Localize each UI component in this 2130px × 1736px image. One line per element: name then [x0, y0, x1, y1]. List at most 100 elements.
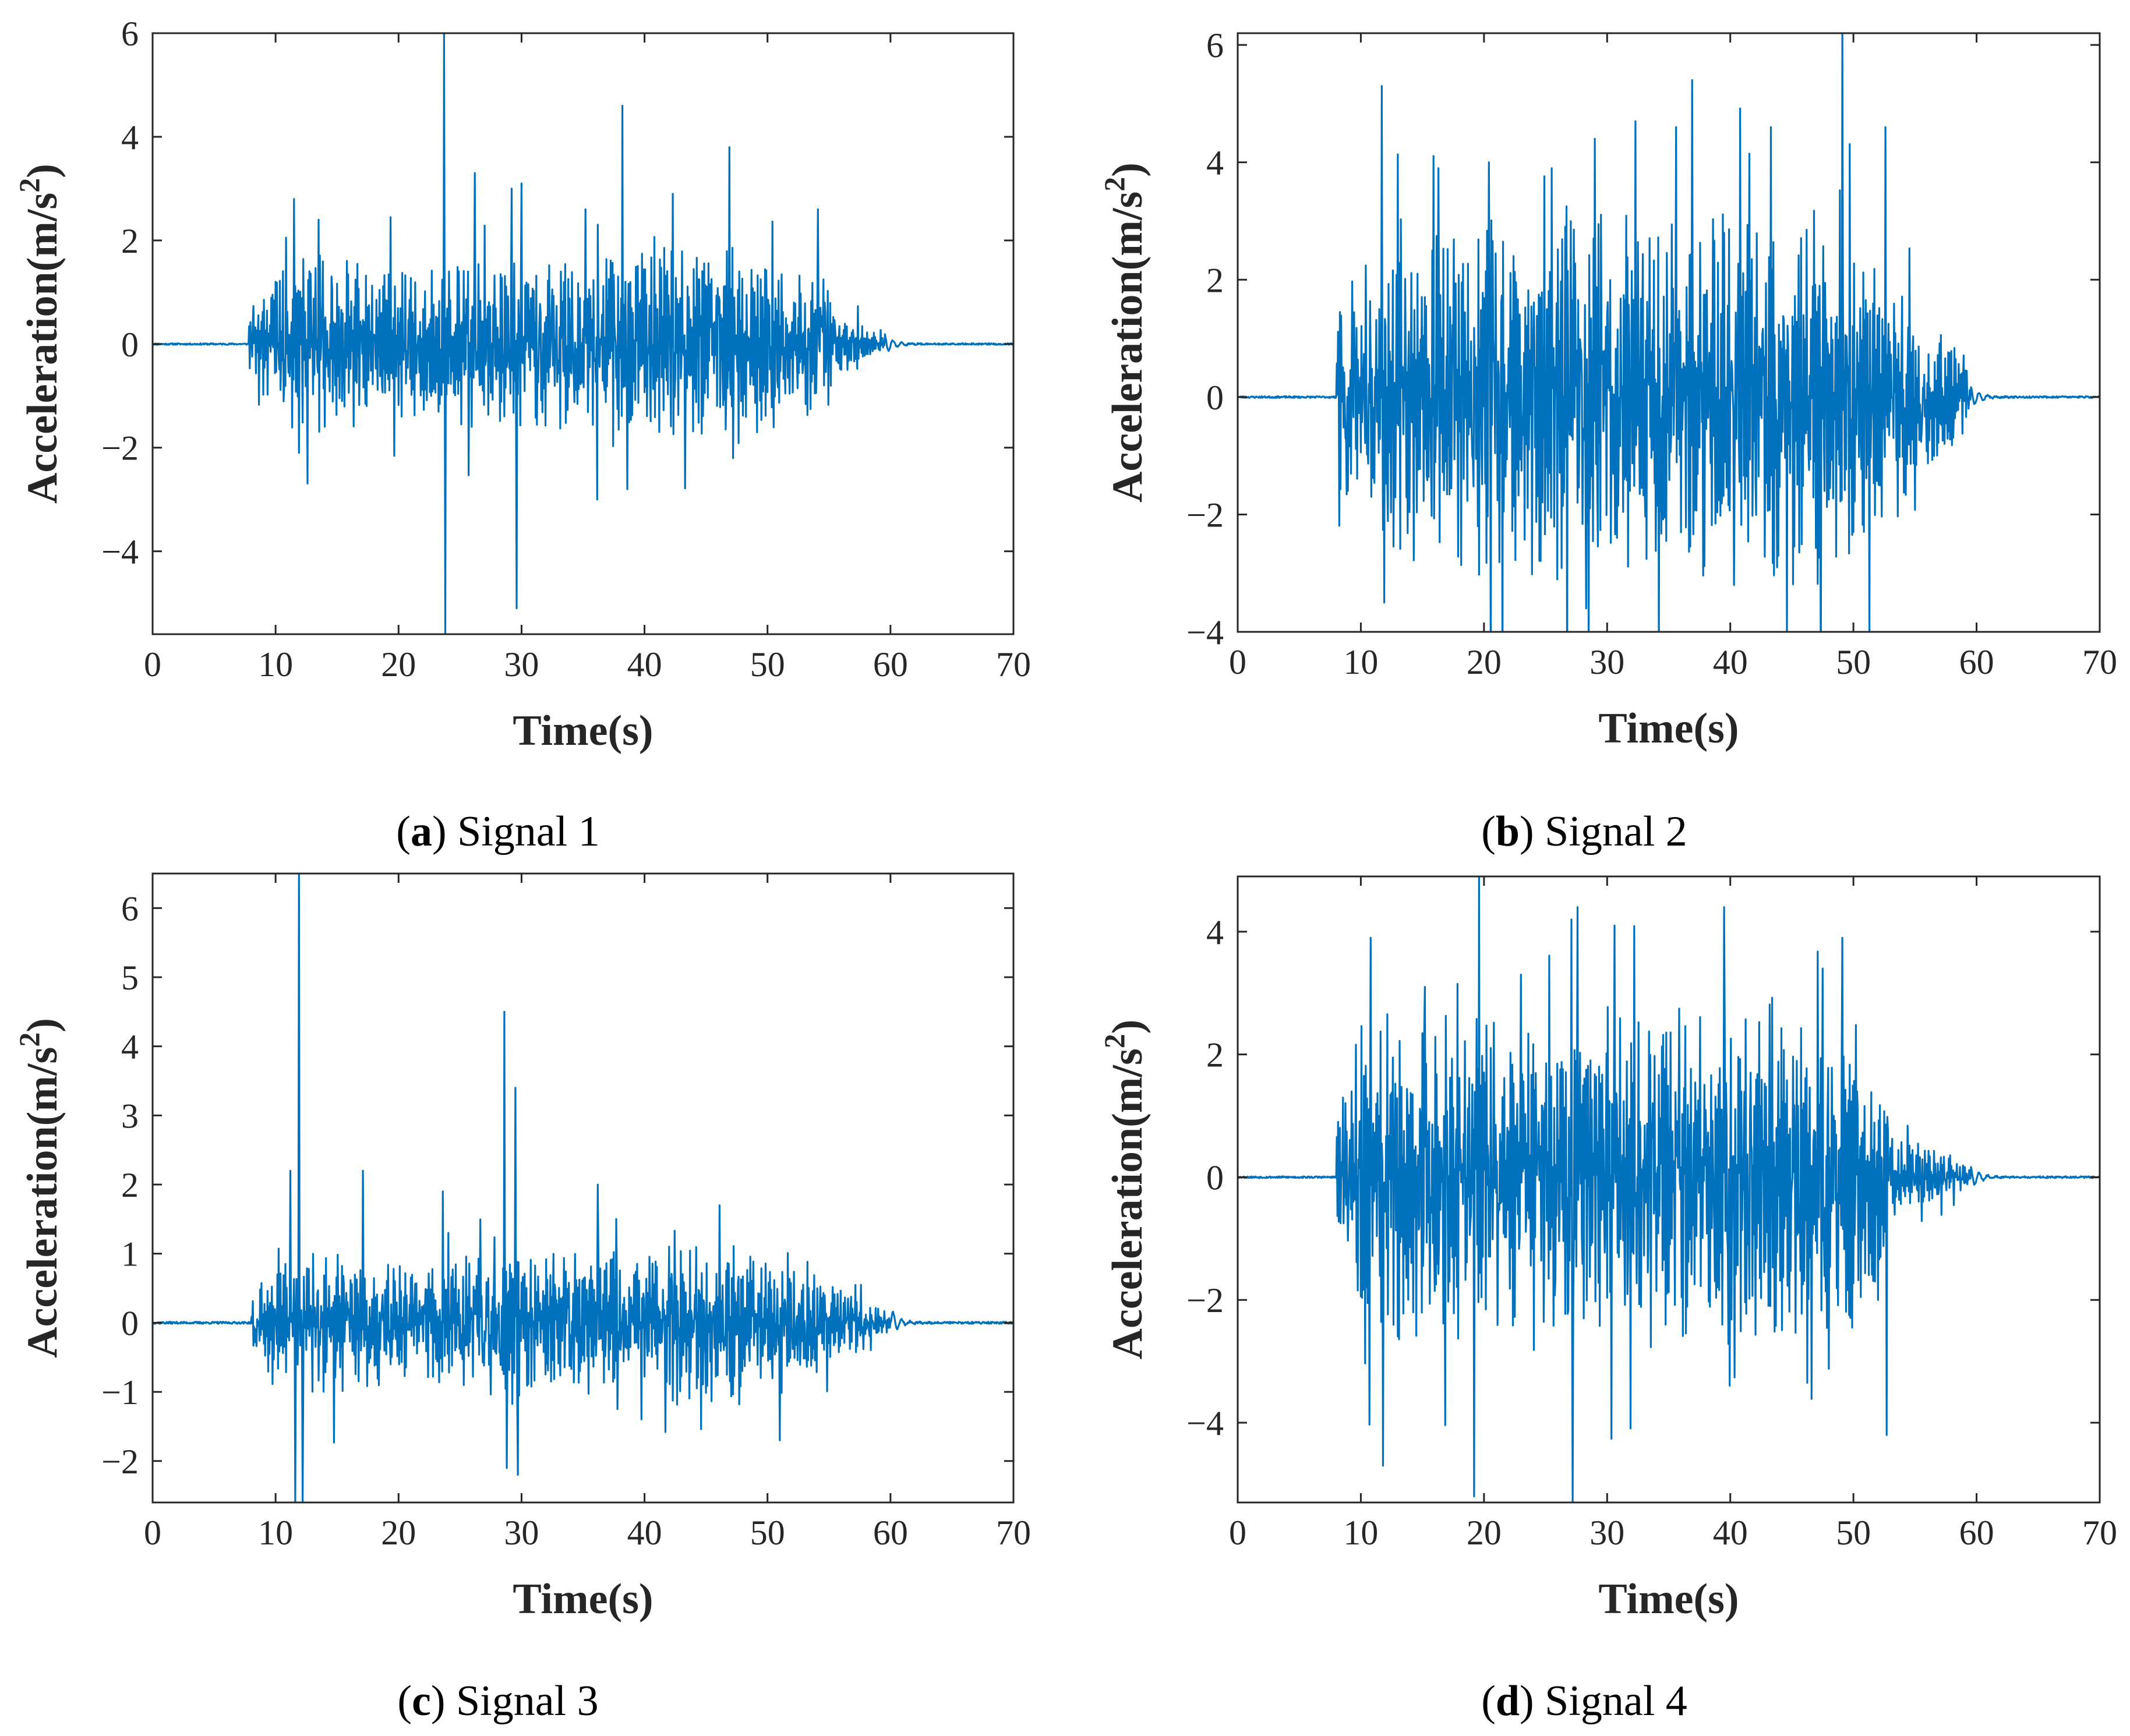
x-tick-label-d: 70 — [2082, 1514, 2117, 1552]
chart-panel-b: 0 10 20 30 40 50 60 70 −4 −2 0 2 4 6 Time(s) Accelerati… — [1098, 26, 2117, 855]
x-tick-label-a: 30 — [504, 645, 539, 684]
y-axis-label-b: Acceleration(m/s2) — [1098, 162, 1151, 503]
caption-a: (a) Signal 1 — [396, 808, 599, 855]
x-axis-label-b: Time(s) — [1598, 705, 1739, 752]
y-tick-label-c: 4 — [121, 1028, 139, 1066]
y-axis-label-main-d: Acceleration(m/s — [1104, 1048, 1151, 1359]
x-tick-label-b: 20 — [1467, 643, 1502, 681]
x-tick-label-a: 40 — [627, 645, 662, 684]
plot-area-d: 0 10 20 30 40 50 60 70 −4 −2 0 2 4 Time(s) Acceleratio… — [1098, 875, 2117, 1623]
x-tick-label-d: 10 — [1343, 1514, 1378, 1552]
y-tick-label-c: 1 — [121, 1235, 139, 1274]
x-tick-label-b: 60 — [1959, 643, 1994, 681]
x-tick-label-d: 60 — [1959, 1514, 1994, 1552]
y-tick-label-c: 3 — [121, 1097, 139, 1135]
caption-b-text: Signal 2 — [1545, 808, 1687, 855]
y-tick-label-d: 2 — [1206, 1036, 1224, 1074]
x-tick-label-a: 0 — [144, 645, 161, 684]
x-tick-label-a: 50 — [750, 645, 785, 684]
plot-area-b: 0 10 20 30 40 50 60 70 −4 −2 0 2 4 6 Time(s) Accelerati… — [1098, 26, 2117, 752]
axes-box-c — [151, 872, 1015, 1504]
chart-panel-a: 0 10 20 30 40 50 60 70 −4 −2 0 2 4 6 Time(s) Accelerati… — [13, 15, 1031, 855]
y-axis-label-a: Acceleration(m/s2) — [13, 164, 66, 504]
y-tick-label-c: 5 — [121, 959, 139, 997]
y-axis-label-close-d: ) — [1104, 1020, 1151, 1034]
caption-a-text: Signal 1 — [457, 808, 600, 855]
x-tick-label-c: 20 — [381, 1514, 416, 1552]
x-tick-label-c: 40 — [627, 1514, 662, 1552]
x-tick-label-d: 0 — [1229, 1514, 1246, 1552]
y-tick-label-a: 4 — [121, 118, 139, 157]
x-tick-label-b: 50 — [1836, 643, 1871, 681]
x-tick-label-c: 30 — [504, 1514, 539, 1552]
y-tick-label-c: −1 — [101, 1373, 139, 1412]
x-tick-label-c: 0 — [144, 1514, 161, 1552]
y-axis-label-close-c: ) — [19, 1018, 66, 1033]
y-axis-label-main-b: Acceleration(m/s — [1104, 192, 1151, 503]
x-tick-label-b: 0 — [1229, 643, 1246, 681]
y-axis-label-main-c: Acceleration(m/s — [19, 1047, 66, 1358]
y-tick-label-a: −2 — [101, 429, 139, 468]
data-series-b — [1238, 33, 2100, 632]
y-tick-label-a: 0 — [121, 326, 139, 364]
y-tick-label-c: 6 — [121, 889, 139, 928]
x-tick-label-c: 10 — [258, 1514, 293, 1552]
x-tick-label-c: 50 — [750, 1514, 785, 1552]
caption-c-letter: c — [412, 1677, 431, 1725]
x-tick-label-b: 40 — [1713, 643, 1748, 681]
y-tick-label-a: 2 — [121, 222, 139, 260]
x-tick-label-a: 10 — [258, 645, 293, 684]
caption-c: (c) Signal 3 — [397, 1677, 598, 1725]
x-tick-label-c: 70 — [996, 1514, 1031, 1552]
chart-panel-d: 0 10 20 30 40 50 60 70 −4 −2 0 2 4 Time(s) Acceleratio… — [1098, 875, 2117, 1725]
x-tick-label-b: 70 — [2082, 643, 2117, 681]
y-tick-label-b: 0 — [1206, 379, 1224, 417]
y-tick-label-b: 2 — [1206, 261, 1224, 299]
plot-area-a: 0 10 20 30 40 50 60 70 −4 −2 0 2 4 6 Time(s) Accelerati… — [13, 15, 1031, 755]
x-tick-label-d: 20 — [1467, 1514, 1502, 1552]
series-group-c — [153, 874, 1013, 1502]
y-tick-label-b: 6 — [1206, 26, 1224, 65]
y-axis-label-close-a: ) — [19, 164, 66, 178]
y-tick-label-d: −2 — [1186, 1281, 1224, 1320]
y-tick-label-d: −4 — [1186, 1404, 1224, 1442]
caption-d-text: Signal 4 — [1545, 1677, 1687, 1725]
caption-d-letter: d — [1496, 1677, 1520, 1725]
caption-a-letter: a — [411, 808, 432, 855]
x-axis-label-d: Time(s) — [1598, 1575, 1739, 1623]
y-axis-label-sup-b: 2 — [1098, 177, 1131, 192]
series-group-d — [1238, 876, 2100, 1502]
y-axis-label-close-b: ) — [1104, 162, 1151, 177]
x-axis-label-c: Time(s) — [513, 1575, 653, 1623]
x-tick-label-a: 70 — [996, 645, 1031, 684]
x-axis-label-a: Time(s) — [513, 707, 653, 755]
series-group-b — [1238, 33, 2100, 632]
caption-b-letter: b — [1496, 808, 1520, 855]
caption-c-text: Signal 3 — [456, 1677, 599, 1725]
chart-panel-c: 0 10 20 30 40 50 60 70 −2 −1 0 1 2 3 4 5 6 Time(s) Acceler… — [13, 872, 1031, 1725]
y-axis-label-sup-d: 2 — [1098, 1034, 1131, 1048]
y-axis-label-main-a: Acceleration(m/s — [19, 193, 66, 504]
axes-box-a — [151, 32, 1015, 635]
x-tick-label-d: 40 — [1713, 1514, 1748, 1552]
axes-box-b — [1237, 32, 2101, 633]
x-tick-label-b: 10 — [1343, 643, 1378, 681]
data-series-c — [153, 874, 1013, 1502]
axes-box-d — [1237, 875, 2101, 1504]
x-tick-label-a: 20 — [381, 645, 416, 684]
y-tick-label-b: −2 — [1186, 496, 1224, 534]
y-tick-label-c: 2 — [121, 1166, 139, 1204]
y-axis-label-d: Acceleration(m/s2) — [1098, 1020, 1151, 1360]
y-tick-label-a: 6 — [121, 15, 139, 53]
series-group-a — [153, 33, 1013, 634]
x-tick-label-c: 60 — [873, 1514, 908, 1552]
x-tick-label-d: 50 — [1836, 1514, 1871, 1552]
y-tick-label-c: 0 — [121, 1304, 139, 1342]
caption-b: (b) Signal 2 — [1481, 808, 1687, 855]
x-tick-label-a: 60 — [873, 645, 908, 684]
y-tick-label-b: 4 — [1206, 144, 1224, 182]
plot-area-c: 0 10 20 30 40 50 60 70 −2 −1 0 1 2 3 4 5 6 Time(s) Acceler… — [13, 872, 1031, 1623]
y-axis-label-sup-a: 2 — [13, 178, 45, 193]
x-tick-label-b: 30 — [1589, 643, 1624, 681]
